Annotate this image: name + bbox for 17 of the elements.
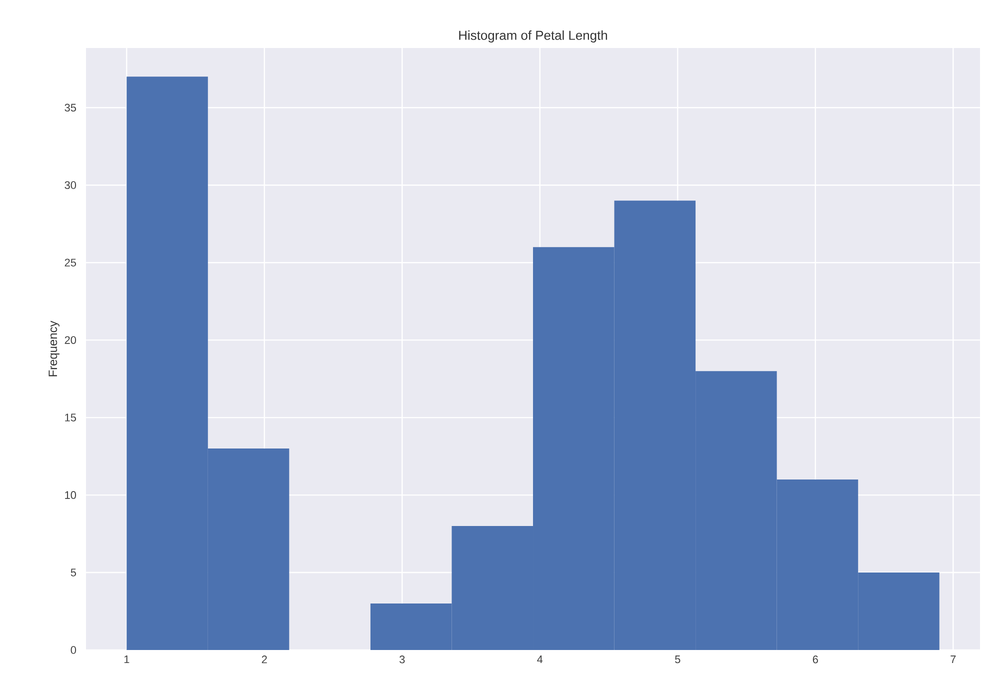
x-tick-label: 3 xyxy=(400,656,405,664)
x-tick-label: 2 xyxy=(262,656,267,664)
y-axis-title: Frequency xyxy=(48,320,60,376)
y-tick-label: 25 xyxy=(64,258,76,266)
y-tick-label: 10 xyxy=(65,491,76,499)
y-tick-label: 0 xyxy=(70,646,76,654)
y-tick-label: 15 xyxy=(65,414,76,422)
x-tick-label: 4 xyxy=(537,656,543,664)
y-tick-label: 35 xyxy=(64,104,76,112)
y-tick-label: 20 xyxy=(64,336,76,344)
x-tick-label: 1 xyxy=(124,656,130,664)
x-tick-label: 5 xyxy=(675,656,680,664)
y-tick-label: 30 xyxy=(64,181,76,190)
x-tick-label: 6 xyxy=(812,656,818,664)
y-tick-label: 5 xyxy=(70,568,76,576)
chart-title: Histogram of Petal Length xyxy=(459,30,608,42)
x-tick-label: 7 xyxy=(950,656,956,664)
